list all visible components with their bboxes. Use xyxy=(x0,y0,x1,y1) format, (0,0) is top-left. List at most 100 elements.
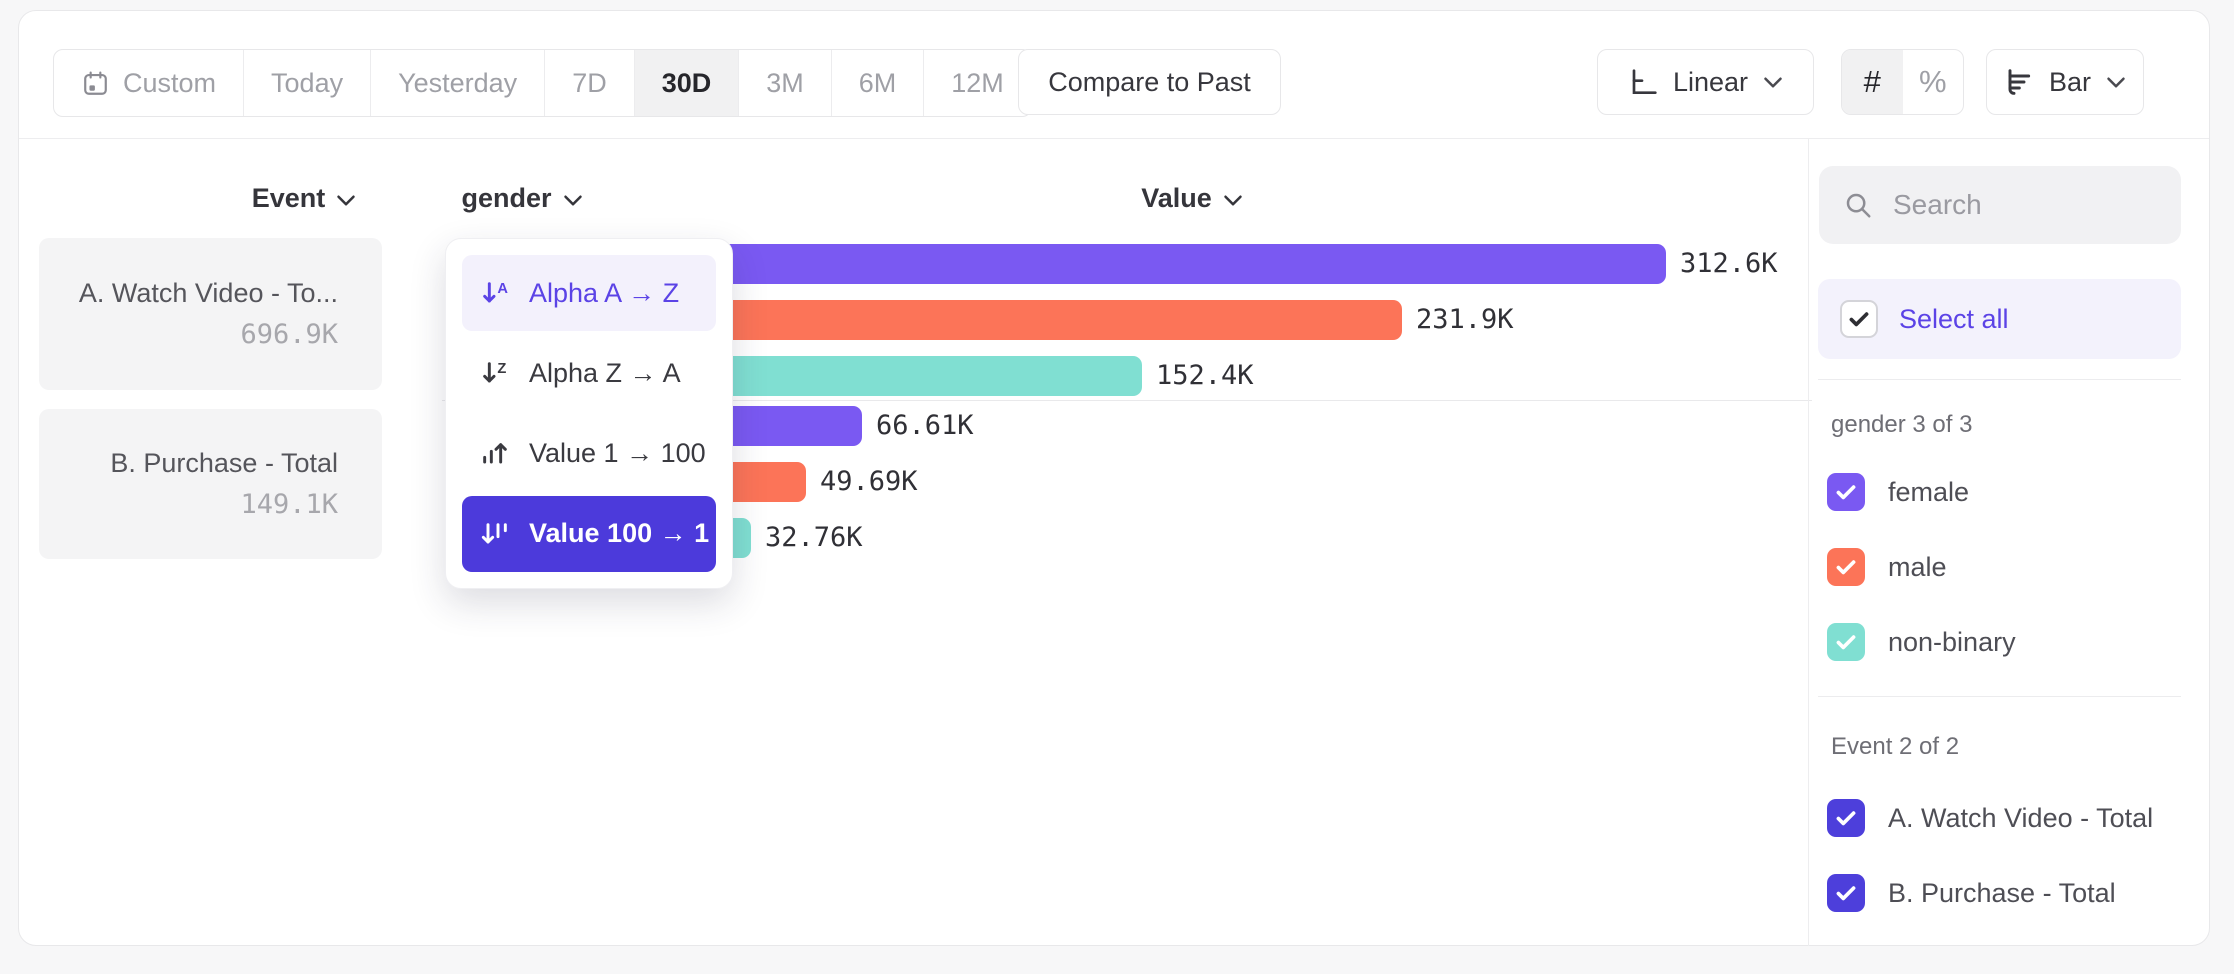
date-range-7d[interactable]: 7D xyxy=(544,50,634,116)
date-range-12m[interactable]: 12M xyxy=(923,50,1031,116)
compare-to-past-button[interactable]: Compare to Past xyxy=(1018,49,1281,115)
value-column-label: Value xyxy=(1141,183,1212,213)
event-card-value: 149.1K xyxy=(240,489,338,520)
date-range-custom[interactable]: Custom xyxy=(54,50,243,116)
check-icon xyxy=(1846,306,1872,332)
filter-item-a-watch-video-total[interactable]: A. Watch Video - Total xyxy=(1827,799,2181,837)
calendar-icon xyxy=(81,69,110,98)
percent-icon: % xyxy=(1918,64,1947,99)
bar-value-label: 49.69K xyxy=(820,466,918,497)
sort-option-label: Value 1 → 100 xyxy=(529,438,706,469)
checkbox-a-watch-video-total[interactable] xyxy=(1827,799,1865,837)
check-icon xyxy=(1833,554,1859,580)
check-icon xyxy=(1833,479,1859,505)
bar-value-label: 312.6K xyxy=(1680,248,1778,279)
checkbox-male[interactable] xyxy=(1827,548,1865,586)
checkbox-b-purchase-total[interactable] xyxy=(1827,874,1865,912)
filter-label: non-binary xyxy=(1888,626,2016,657)
date-range-30d[interactable]: 30D xyxy=(633,50,739,116)
select-all-checkbox[interactable] xyxy=(1840,300,1878,338)
date-range-label: 7D xyxy=(572,67,607,98)
event-card-title: B. Purchase - Total xyxy=(110,448,338,478)
sort-option-alpha-z-a[interactable]: Z Alpha Z → A xyxy=(462,335,716,411)
chart-type-dropdown-button[interactable]: Bar xyxy=(1986,49,2144,115)
percent-toggle[interactable]: % xyxy=(1903,50,1964,114)
sort-option-value-1-100[interactable]: Value 1 → 100 xyxy=(462,416,716,492)
event-card-watch-video[interactable]: A. Watch Video - To... 696.9K xyxy=(39,238,382,390)
svg-text:A: A xyxy=(497,281,508,297)
event-card-purchase[interactable]: B. Purchase - Total 149.1K xyxy=(39,409,382,559)
bar-value-label: 66.61K xyxy=(876,410,974,441)
breakdown-column-label: gender xyxy=(461,183,552,213)
sort-option-label: Alpha Z → A xyxy=(529,357,681,388)
sidebar-search xyxy=(1819,166,2181,244)
sort-value-desc-icon xyxy=(480,518,512,550)
value-column-header[interactable]: Value xyxy=(1107,183,1277,214)
axis-icon xyxy=(1628,66,1660,98)
insights-report-card: Custom Today Yesterday 7D 30D 3M 6M 12M Compare… xyxy=(18,10,2210,946)
sidebar-section-divider xyxy=(1818,379,2181,380)
filter-item-b-purchase-total[interactable]: B. Purchase - Total xyxy=(1827,874,2181,912)
event-column-label: Event xyxy=(251,183,326,213)
sort-option-label: Value 100 → 1 xyxy=(529,518,710,549)
group-divider xyxy=(442,400,1812,401)
filter-item-female[interactable]: female xyxy=(1827,473,2181,511)
date-range-label: Today xyxy=(271,67,344,98)
date-range-label: 3M xyxy=(766,67,804,98)
event-card-title: A. Watch Video - To... xyxy=(78,278,338,308)
date-range-6m[interactable]: 6M xyxy=(830,50,924,116)
bar-value-label: 231.9K xyxy=(1416,304,1514,335)
scale-dropdown-button[interactable]: Linear xyxy=(1597,49,1814,115)
sort-dropdown-menu: A Alpha A → Z Z Alpha Z → A Value 1 → 100 Val… xyxy=(445,238,733,589)
sort-alpha-desc-icon: Z xyxy=(480,357,512,389)
chevron-down-icon xyxy=(1223,194,1243,207)
checkbox-female[interactable] xyxy=(1827,473,1865,511)
filter-item-non-binary[interactable]: non-binary xyxy=(1827,623,2181,661)
value-format-toggle: # % xyxy=(1841,49,1964,115)
check-icon xyxy=(1833,880,1859,906)
sidebar-divider xyxy=(1808,138,1809,946)
sidebar-section-divider xyxy=(1818,696,2181,697)
bar-value-label: 32.76K xyxy=(765,522,863,553)
compare-to-past-label: Compare to Past xyxy=(1048,66,1251,97)
svg-text:Z: Z xyxy=(497,361,506,377)
event-card-value: 696.9K xyxy=(240,319,338,350)
date-range-label: 30D xyxy=(661,67,712,98)
filter-item-male[interactable]: male xyxy=(1827,548,2181,586)
bar-a-male[interactable] xyxy=(644,300,1402,340)
filter-label: female xyxy=(1888,476,1970,507)
date-range-yesterday[interactable]: Yesterday xyxy=(370,50,544,116)
date-range-3m[interactable]: 3M xyxy=(738,50,831,116)
select-all-row[interactable]: Select all xyxy=(1818,279,2181,359)
search-input[interactable] xyxy=(1891,188,2157,222)
event-column-header[interactable]: Event xyxy=(219,183,389,214)
date-range-control: Custom Today Yesterday 7D 30D 3M 6M 12M xyxy=(53,49,1032,117)
sort-value-asc-icon xyxy=(480,438,512,470)
search-icon xyxy=(1843,190,1873,220)
sort-option-alpha-a-z[interactable]: A Alpha A → Z xyxy=(462,255,716,331)
chevron-down-icon xyxy=(336,194,356,207)
chart-type-label: Bar xyxy=(2048,66,2092,97)
hash-icon: # xyxy=(1863,64,1881,99)
select-all-label: Select all xyxy=(1899,303,2009,334)
date-range-label: 6M xyxy=(858,67,897,98)
date-range-today[interactable]: Today xyxy=(243,50,370,116)
toolbar-divider xyxy=(19,138,2209,139)
sort-alpha-asc-icon: A xyxy=(480,277,512,309)
checkbox-non-binary[interactable] xyxy=(1827,623,1865,661)
bar-a-female[interactable] xyxy=(644,244,1666,284)
absolute-number-toggle[interactable]: # xyxy=(1842,50,1903,114)
chevron-down-icon xyxy=(2106,76,2126,89)
chevron-down-icon xyxy=(1763,76,1783,89)
bar-value-label: 152.4K xyxy=(1156,360,1254,391)
check-icon xyxy=(1833,805,1859,831)
bar-chart-icon xyxy=(2004,66,2036,98)
check-icon xyxy=(1833,629,1859,655)
scale-label: Linear xyxy=(1672,66,1749,97)
date-range-label: 12M xyxy=(951,67,1004,98)
sort-option-value-100-1[interactable]: Value 100 → 1 xyxy=(462,495,716,572)
date-range-label: Yesterday xyxy=(398,67,518,98)
filter-label: male xyxy=(1888,551,1947,582)
breakdown-column-header[interactable]: gender xyxy=(437,183,607,214)
